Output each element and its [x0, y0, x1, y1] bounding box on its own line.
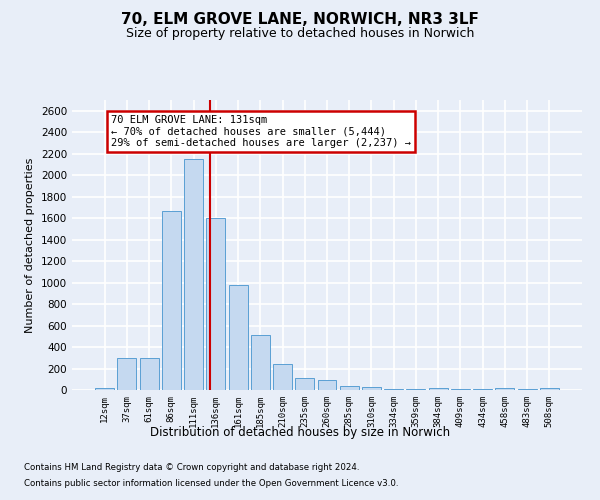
Bar [362, 387, 381, 390]
Bar [496, 388, 514, 390]
Bar [273, 364, 292, 390]
Text: Contains HM Land Registry data © Crown copyright and database right 2024.: Contains HM Land Registry data © Crown c… [24, 464, 359, 472]
Bar [140, 358, 158, 390]
Bar [206, 218, 225, 390]
Bar [384, 389, 403, 390]
Text: Distribution of detached houses by size in Norwich: Distribution of detached houses by size … [150, 426, 450, 439]
Bar [251, 335, 270, 390]
Text: Contains public sector information licensed under the Open Government Licence v3: Contains public sector information licen… [24, 478, 398, 488]
Bar [406, 389, 425, 390]
Bar [118, 358, 136, 390]
Bar [95, 388, 114, 390]
Bar [540, 388, 559, 390]
Bar [184, 159, 203, 390]
Y-axis label: Number of detached properties: Number of detached properties [25, 158, 35, 332]
Text: 70 ELM GROVE LANE: 131sqm
← 70% of detached houses are smaller (5,444)
29% of se: 70 ELM GROVE LANE: 131sqm ← 70% of detac… [112, 115, 412, 148]
Bar [162, 210, 181, 390]
Bar [429, 388, 448, 390]
Bar [317, 380, 337, 390]
Bar [340, 386, 359, 390]
Bar [229, 286, 248, 390]
Text: 70, ELM GROVE LANE, NORWICH, NR3 3LF: 70, ELM GROVE LANE, NORWICH, NR3 3LF [121, 12, 479, 28]
Bar [295, 378, 314, 390]
Text: Size of property relative to detached houses in Norwich: Size of property relative to detached ho… [126, 28, 474, 40]
